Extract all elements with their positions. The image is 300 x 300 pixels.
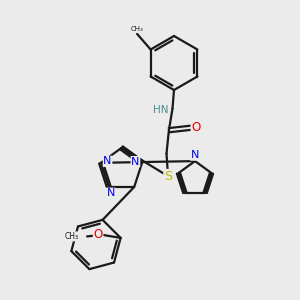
Text: S: S (164, 169, 172, 183)
Text: O: O (94, 228, 103, 241)
Text: N: N (103, 156, 112, 166)
Text: CH₃: CH₃ (64, 232, 79, 241)
Text: N: N (190, 150, 199, 160)
Text: N: N (131, 157, 140, 166)
Text: CH₃: CH₃ (131, 26, 143, 32)
Text: N: N (106, 188, 115, 198)
Text: HN: HN (153, 105, 169, 115)
Text: O: O (191, 121, 200, 134)
